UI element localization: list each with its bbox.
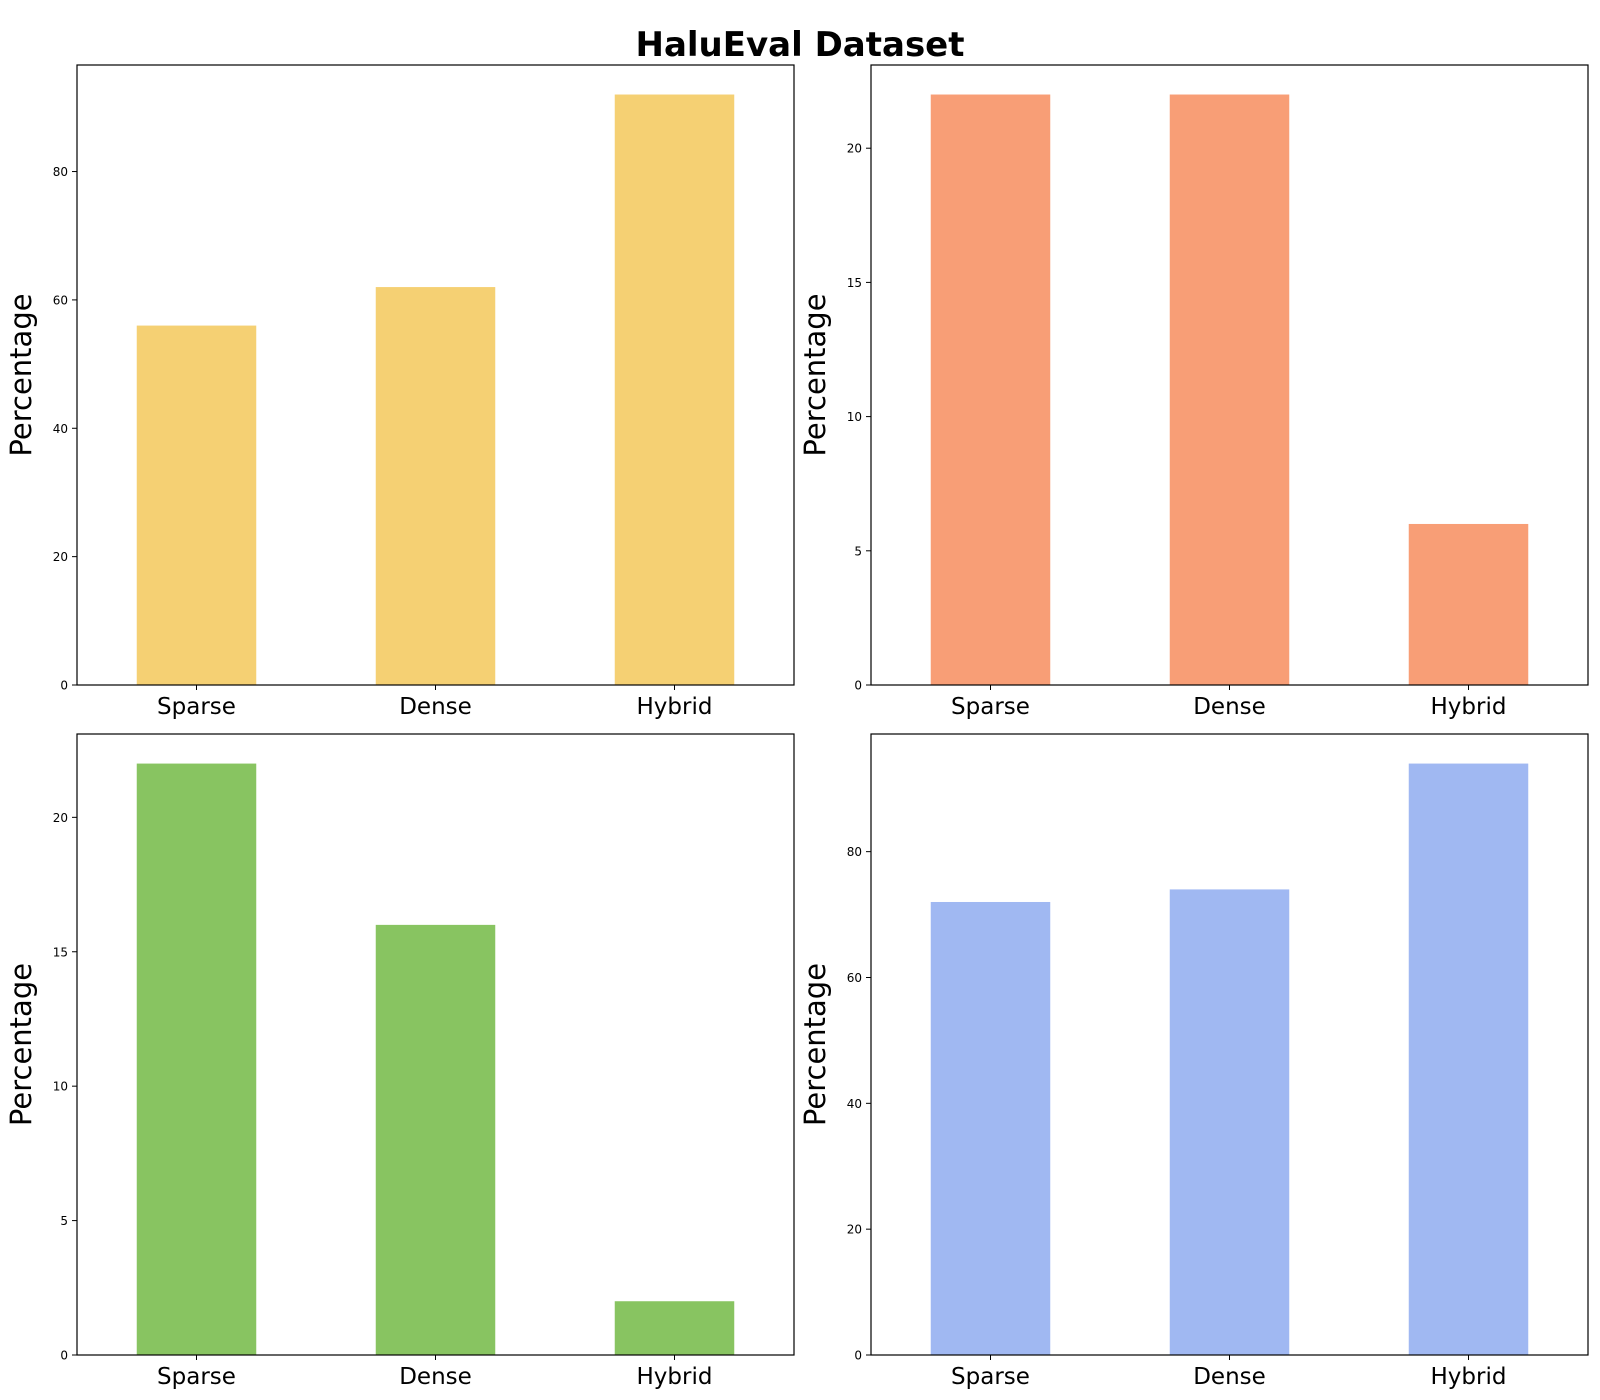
y-tick-label: 20 [847,142,862,156]
bar-dense [375,924,496,1355]
x-tick-label: Dense [399,1364,472,1390]
x-tick-label: Dense [1193,694,1266,720]
bar-sparse [136,763,257,1355]
y-axis-label: Percentage [4,293,38,456]
bar-sparse [136,325,257,685]
x-tick-label: Dense [1193,1364,1266,1390]
y-tick-label: 0 [854,679,862,693]
y-tick-label: 15 [53,945,68,959]
y-tick-label: 80 [847,845,862,859]
y-tick-label: 0 [60,1349,68,1363]
y-tick-label: 60 [847,971,862,985]
y-tick-label: 20 [53,550,68,564]
panels: 0 20 40 60 80 Sparse Dense Hybrid Percentage 0 5 10… [4,64,1589,1390]
bar-hybrid [614,1301,735,1355]
bar-sparse [930,94,1051,686]
y-tick-label: 5 [854,544,862,558]
x-tick-label: Sparse [157,1364,236,1390]
x-tick-label: Hybrid [1431,1364,1507,1390]
bar-hybrid [1408,763,1529,1355]
y-tick-label: 5 [60,1214,68,1228]
y-tick-label: 10 [847,410,862,424]
chart-panel-top-right: 0 5 10 15 20 Sparse Dense Hybrid Percentage [798,64,1589,720]
x-tick-label: Sparse [951,694,1030,720]
y-axis-label: Percentage [798,963,832,1126]
y-axis-label: Percentage [798,293,832,456]
y-tick-label: 0 [854,1349,862,1363]
bar-dense [1169,94,1290,686]
x-tick-label: Hybrid [1431,694,1507,720]
chart-panel-bottom-right: 0 20 40 60 80 Sparse Dense Hybrid Percentage [798,733,1589,1390]
y-tick-label: 0 [60,679,68,693]
y-tick-label: 40 [53,422,68,436]
chart-panel-top-left: 0 20 40 60 80 Sparse Dense Hybrid Percentage [4,64,795,720]
bar-hybrid [614,94,735,686]
x-tick-label: Sparse [951,1364,1030,1390]
figure-title: HaluEval Dataset [636,25,965,65]
y-tick-label: 80 [53,165,68,179]
x-tick-label: Hybrid [637,1364,713,1390]
y-tick-label: 40 [847,1097,862,1111]
x-tick-label: Sparse [157,694,236,720]
y-tick-label: 60 [53,293,68,307]
y-tick-label: 20 [847,1223,862,1237]
y-tick-label: 20 [53,811,68,825]
bar-dense [375,287,496,685]
y-tick-label: 10 [53,1080,68,1094]
bar-hybrid [1408,523,1529,685]
x-tick-label: Dense [399,694,472,720]
x-tick-label: Hybrid [637,694,713,720]
chart-panel-bottom-left: 0 5 10 15 20 Sparse Dense Hybrid Percentage [4,733,795,1390]
y-axis-label: Percentage [4,963,38,1126]
y-tick-label: 15 [847,276,862,290]
bar-sparse [930,901,1051,1355]
bar-dense [1169,889,1290,1355]
